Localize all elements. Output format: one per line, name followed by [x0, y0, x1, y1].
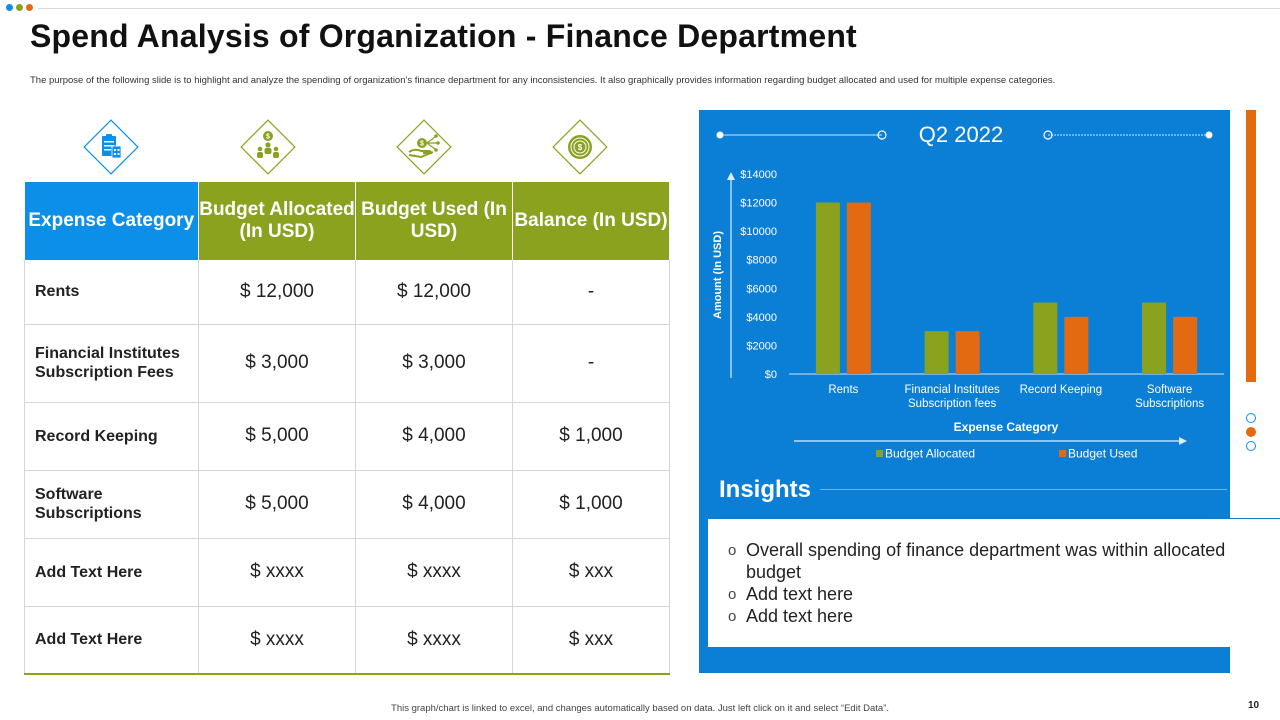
svg-text:$: $: [420, 141, 424, 148]
legend-swatch: [876, 450, 883, 457]
bar-budget-allocated[interactable]: [924, 331, 949, 374]
svg-text:$: $: [266, 134, 270, 141]
cell-balance: -: [512, 260, 670, 325]
bar-chart[interactable]: Q2 2022 Amount (In USD) Expense Category…: [699, 110, 1230, 470]
insights-title: Insights: [719, 476, 812, 503]
cell-category: Financial Institutes Subscription Fees: [24, 324, 199, 403]
cell-category: Record Keeping: [24, 402, 199, 471]
header-icons: $ $: [24, 112, 669, 182]
insights-list: Overall spending of finance department w…: [708, 519, 1280, 628]
cell-allocated: $ xxxx: [198, 538, 356, 607]
bar-budget-used[interactable]: [1173, 316, 1198, 374]
bar-budget-allocated[interactable]: [815, 202, 840, 374]
table-row: Financial Institutes Subscription Fees $…: [24, 324, 670, 403]
x-tick-label: Financial Institutes Subscription fees: [905, 384, 1000, 410]
insight-item: Add text here: [728, 605, 1280, 628]
bar-budget-used[interactable]: [955, 331, 980, 374]
money-hand-icon: $: [346, 112, 502, 182]
insight-item: Overall spending of finance department w…: [728, 539, 1280, 583]
bar-budget-used[interactable]: [1064, 316, 1089, 374]
cell-allocated: $ 12,000: [198, 260, 356, 325]
y-tick-label: $2000: [746, 340, 777, 352]
cell-used: $ 3,000: [355, 324, 513, 403]
side-accent-bar: [1246, 110, 1256, 382]
page-title: Spend Analysis of Organization - Finance…: [30, 18, 857, 54]
page-number: 10: [1248, 700, 1260, 711]
header-balance: Balance (In USD): [512, 182, 670, 260]
x-tick-label: Rents: [828, 384, 858, 396]
cell-used: $ 4,000: [355, 402, 513, 471]
y-axis-arrow-head: [727, 172, 735, 180]
header-budget-allocated: Budget Allocated (In USD): [198, 182, 356, 260]
cell-balance: $ 1,000: [512, 402, 670, 471]
side-dot-orange: [1246, 427, 1256, 437]
target-dollar-icon: $: [502, 112, 658, 182]
legend-label: Budget Used: [1068, 447, 1137, 461]
legend-swatch: [1059, 450, 1066, 457]
cell-used: $ xxxx: [355, 538, 513, 607]
x-axis-label: Expense Category: [954, 420, 1059, 434]
legend-label: Budget Allocated: [885, 447, 975, 461]
insight-item: Add text here: [728, 583, 1280, 606]
expense-table: Expense Category Budget Allocated (In US…: [24, 182, 670, 675]
footer-note: This graph/chart is linked to excel, and…: [391, 703, 889, 714]
svg-text:$: $: [578, 143, 583, 152]
y-tick-label: $10000: [740, 226, 777, 238]
table-row: Rents $ 12,000 $ 12,000 -: [24, 260, 670, 325]
cell-balance: $ xxx: [512, 606, 670, 675]
x-tick-label: Record Keeping: [1020, 384, 1102, 396]
page-subtitle: The purpose of the following slide is to…: [30, 75, 1056, 86]
bar-budget-used[interactable]: [846, 202, 871, 374]
cell-category: Add Text Here: [24, 538, 199, 607]
cell-used: $ 12,000: [355, 260, 513, 325]
x-axis-arrow-head: [1179, 437, 1187, 445]
y-tick-label: $6000: [746, 283, 777, 295]
cell-allocated: $ 3,000: [198, 324, 356, 403]
cell-allocated: $ 5,000: [198, 402, 356, 471]
cell-category: Software Subscriptions: [24, 470, 199, 539]
top-divider: [38, 8, 1280, 9]
table-row: Add Text Here $ xxxx $ xxxx $ xxx: [24, 538, 670, 607]
cell-used: $ xxxx: [355, 606, 513, 675]
bar-budget-allocated[interactable]: [1142, 302, 1167, 374]
table-row: Add Text Here $ xxxx $ xxxx $ xxx: [24, 606, 670, 675]
cell-allocated: $ xxxx: [198, 606, 356, 675]
y-tick-label: $4000: [746, 312, 777, 324]
cell-balance: -: [512, 324, 670, 403]
y-axis-label: Amount (In USD): [712, 231, 724, 319]
cell-category: Rents: [24, 260, 199, 325]
header-expense-category: Expense Category: [24, 182, 199, 260]
insights-divider: [820, 489, 1227, 490]
cell-used: $ 4,000: [355, 470, 513, 539]
money-team-icon: $: [190, 112, 346, 182]
y-tick-label: $14000: [740, 169, 777, 181]
y-tick-label: $8000: [746, 255, 777, 267]
header-budget-used: Budget Used (In USD): [355, 182, 513, 260]
table-row: Record Keeping $ 5,000 $ 4,000 $ 1,000: [24, 402, 670, 471]
side-dot-blue-outline: [1246, 441, 1256, 451]
y-tick-label: $0: [765, 369, 777, 381]
chart-title-decoration: [716, 130, 1213, 140]
clipboard-building-icon: [33, 112, 189, 182]
y-tick-label: $12000: [740, 198, 777, 210]
cell-balance: $ 1,000: [512, 470, 670, 539]
cell-allocated: $ 5,000: [198, 470, 356, 539]
insights-box: Overall spending of finance department w…: [708, 518, 1280, 647]
cell-category: Add Text Here: [24, 606, 199, 675]
bar-budget-allocated[interactable]: [1033, 302, 1058, 374]
slide-dots: [6, 4, 33, 11]
table-row: Software Subscriptions $ 5,000 $ 4,000 $…: [24, 470, 670, 539]
side-dot-blue-outline: [1246, 413, 1256, 423]
cell-balance: $ xxx: [512, 538, 670, 607]
x-tick-label: Software Subscriptions: [1135, 384, 1204, 410]
chart-title: Q2 2022: [919, 122, 1003, 147]
